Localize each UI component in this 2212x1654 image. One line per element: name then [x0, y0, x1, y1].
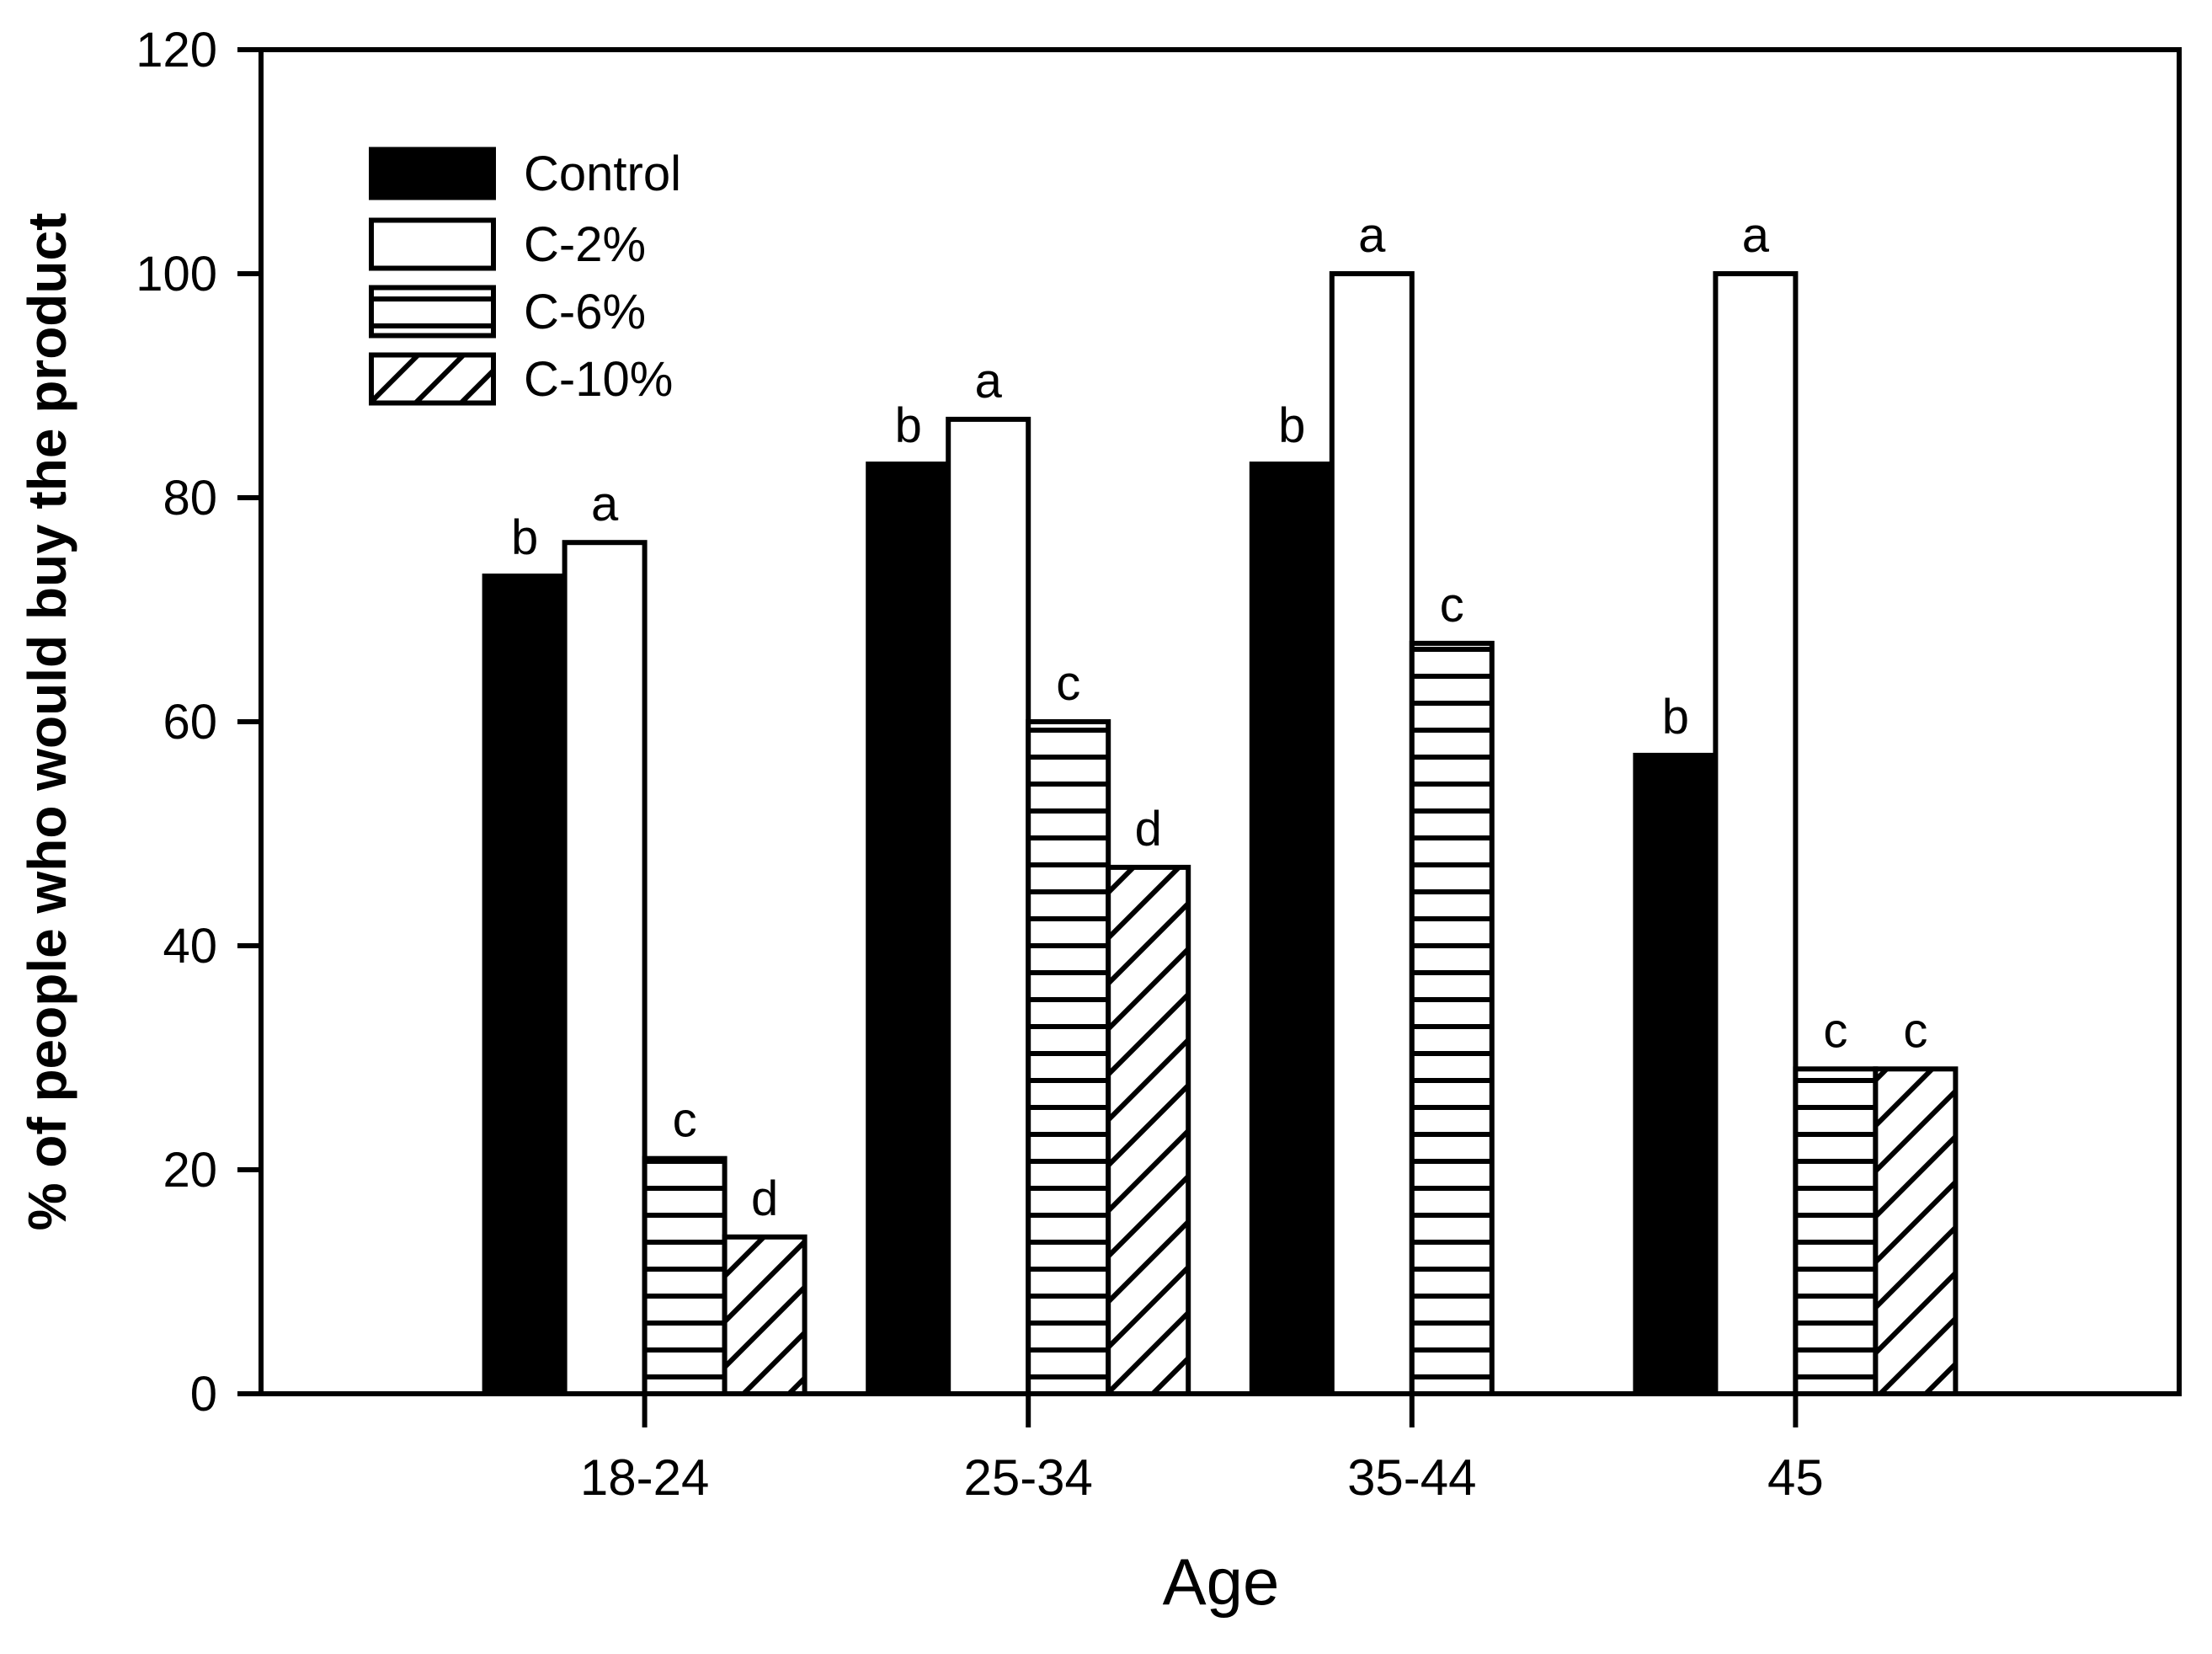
- significance-letter-Control-45: b: [1662, 690, 1689, 744]
- x-axis-tick-label: 25-34: [963, 1449, 1092, 1506]
- bar-Control-45: [1633, 752, 1719, 1396]
- bar-Control-18-24: [482, 574, 568, 1396]
- y-axis-tick-label: 40: [163, 919, 217, 974]
- legend: Control C-2% C-6% C-10%: [369, 147, 681, 407]
- significance-letter-C-6%-35-44: c: [1440, 578, 1464, 632]
- x-axis-title: Age: [1163, 1545, 1280, 1619]
- significance-letter-Control-35-44: b: [1278, 398, 1305, 453]
- bars-layer: [482, 271, 1959, 1397]
- legend-label-C-2%: C-2%: [524, 217, 646, 272]
- y-axis-tick-label: 120: [136, 23, 217, 77]
- y-axis-tick-label: 100: [136, 247, 217, 301]
- bar-C-2%-18-24: [562, 540, 648, 1396]
- significance-letter-C-10%-45: c: [1903, 1003, 1927, 1058]
- bar-C-6%-25-34: [1026, 719, 1111, 1396]
- bar-C-6%-18-24: [642, 1155, 728, 1396]
- legend-swatch-C-6%: [369, 285, 496, 339]
- significance-letter-C-2%-18-24: a: [591, 477, 619, 531]
- legend-label-Control: Control: [524, 147, 681, 201]
- significance-letter-C-6%-45: c: [1823, 1003, 1847, 1058]
- y-axis-tick-label: 0: [190, 1367, 217, 1422]
- bar-C-10%-45: [1873, 1066, 1959, 1397]
- bar-C-6%-35-44: [1409, 640, 1495, 1396]
- legend-label-C-10%: C-10%: [524, 352, 673, 407]
- bar-C-2%-25-34: [946, 416, 1031, 1396]
- significance-letter-C-2%-35-44: a: [1358, 208, 1386, 263]
- bar-C-2%-35-44: [1329, 271, 1415, 1396]
- axis-layer: 0 20 40 60 80 100 120 18-24 25-34 35-44 45: [136, 23, 1824, 1506]
- bar-C-2%-45: [1713, 271, 1799, 1396]
- bar-Control-35-44: [1249, 462, 1335, 1396]
- legend-label-C-6%: C-6%: [524, 285, 646, 339]
- bar-C-10%-25-34: [1106, 864, 1191, 1396]
- bar-C-10%-18-24: [722, 1234, 808, 1397]
- y-axis-tick-label: 20: [163, 1143, 217, 1198]
- legend-swatch-C-10%: [369, 352, 496, 406]
- significance-letter-C-10%-25-34: d: [1135, 802, 1162, 856]
- x-axis-tick-label: 18-24: [580, 1449, 709, 1506]
- bar-C-6%-45: [1793, 1066, 1879, 1397]
- legend-swatch-C-2%: [369, 217, 496, 271]
- y-axis-tick-label: 60: [163, 695, 217, 750]
- y-axis-title: % of people who would buy the product: [17, 213, 77, 1231]
- bar-Control-25-34: [866, 462, 951, 1396]
- significance-letter-Control-25-34: b: [895, 398, 922, 453]
- x-axis-tick-label: 35-44: [1347, 1449, 1476, 1506]
- significance-letter-C-2%-25-34: a: [975, 354, 1003, 408]
- significance-letter-C-10%-18-24: d: [751, 1171, 778, 1226]
- x-axis-tick-label: 45: [1767, 1449, 1824, 1506]
- significance-letter-Control-18-24: b: [511, 510, 538, 565]
- significance-letter-C-2%-45: a: [1742, 208, 1770, 263]
- significance-letter-C-6%-25-34: c: [1056, 656, 1080, 711]
- y-axis-tick-label: 80: [163, 471, 217, 526]
- significance-letter-C-6%-18-24: c: [673, 1093, 697, 1148]
- legend-swatch-Control: [369, 147, 496, 200]
